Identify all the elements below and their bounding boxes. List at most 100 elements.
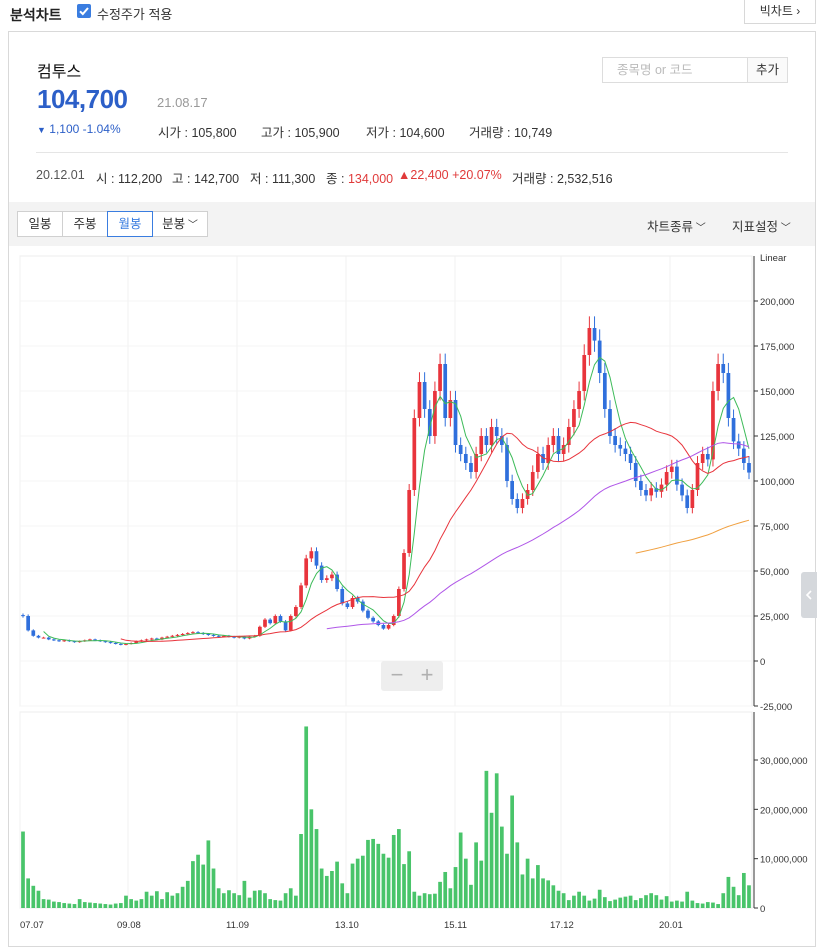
volume-tick-label: 30,000,000 (760, 756, 808, 767)
monthly-high: 고 : 142,700 (172, 172, 240, 186)
candle-body (62, 640, 67, 642)
side-panel-toggle[interactable] (801, 572, 817, 618)
volume-bar (108, 904, 113, 908)
volume-bar (366, 839, 370, 908)
moving-averages (43, 356, 750, 645)
volume-bar (278, 900, 283, 908)
volume-bar (649, 893, 654, 908)
zoom-out-button[interactable]: − (390, 662, 404, 687)
indicator-settings-menu[interactable]: 지표설정 ﹀ (732, 216, 791, 235)
candle-body (453, 400, 458, 445)
volume-bar (536, 865, 540, 908)
volume-bar (644, 895, 648, 908)
volume-bar (386, 857, 391, 908)
volume-bar (314, 829, 319, 908)
ma120-line (635, 519, 750, 554)
candle-body (551, 436, 556, 445)
candle-body (628, 454, 633, 463)
volume-bar (721, 893, 726, 908)
zoom-in-button[interactable]: + (420, 662, 434, 687)
candle-body (721, 364, 726, 373)
volume-bar (669, 901, 674, 908)
chart-type-menu[interactable]: 차트종류 ﹀ (647, 216, 706, 235)
candle-body (515, 499, 520, 508)
candle-body (237, 636, 242, 638)
candle-body (381, 625, 386, 629)
low-price: 저가 : 104,600 (366, 126, 445, 140)
price-tick-label: 0 (760, 657, 765, 668)
price-change-value: 1,100 -1.04% (49, 122, 121, 136)
candle-body (263, 619, 267, 627)
volume-bar (572, 895, 576, 908)
chevron-down-icon: ﹀ (185, 220, 198, 231)
divider (36, 152, 788, 153)
candle-body (731, 418, 736, 442)
x-tick-label: 11.09 (226, 920, 249, 931)
tab-weekly[interactable]: 주봉 (62, 211, 108, 237)
volume-bar (489, 812, 494, 908)
volume-bar (469, 884, 473, 908)
x-tick-label: 09.08 (117, 920, 141, 931)
volume-bar (690, 900, 695, 908)
candle-body (412, 418, 417, 490)
volume-bar (577, 891, 581, 908)
candle-body (31, 630, 36, 636)
tab-daily[interactable]: 일봉 (17, 211, 63, 237)
candle-body (494, 427, 499, 436)
tab-monthly[interactable]: 월봉 (107, 211, 153, 237)
add-stock-button[interactable]: 추가 (747, 57, 788, 83)
volume-bar (561, 893, 566, 908)
candle-body (546, 445, 551, 463)
volume-bar (654, 895, 659, 908)
candle-body (556, 436, 561, 454)
volume-bar (118, 903, 123, 908)
big-chart-label: 빅차트 (759, 4, 793, 18)
volume-bar (633, 900, 638, 908)
zoom-controls: − + (381, 661, 443, 691)
volume-bar (72, 904, 77, 908)
candle-body (736, 441, 741, 449)
candle-body (257, 626, 262, 636)
candle-body (144, 639, 149, 641)
volume-bar (319, 868, 324, 908)
up-triangle-icon: ▲ (398, 168, 411, 182)
volume-bar (381, 853, 386, 908)
volume-bar (232, 893, 236, 908)
volume-bar (46, 899, 51, 908)
candle-body (191, 632, 195, 634)
candle-body (747, 463, 751, 473)
candle-body (52, 639, 56, 641)
tab-minute[interactable]: 분봉 ﹀ (152, 211, 208, 237)
quote-date: 21.08.17 (157, 95, 208, 110)
candle-body (299, 585, 303, 607)
volume-bar (139, 899, 144, 908)
volume-bar (149, 895, 154, 908)
volume-bar (283, 893, 288, 908)
price-change: ▼ 1,100 -1.04% (37, 122, 121, 136)
volume-bar (324, 875, 329, 908)
volume-bar (31, 885, 36, 908)
volume-bar (438, 881, 442, 908)
volume-bar (41, 899, 46, 908)
candle-body (294, 607, 298, 616)
candle-body (57, 640, 61, 642)
price-tick-label: 50,000 (760, 567, 789, 578)
volume-bar (263, 893, 267, 908)
candle-body (680, 484, 684, 496)
volume-bar (170, 895, 175, 908)
volume-bar (685, 891, 690, 908)
scale-label: Linear (760, 253, 786, 264)
volume-bar (340, 883, 345, 908)
adjusted-price-checkbox[interactable] (77, 4, 91, 18)
check-icon (79, 7, 89, 16)
volume-bar (376, 843, 381, 908)
volume-bar (453, 867, 458, 908)
volume-bar (587, 900, 592, 908)
candle-body (407, 490, 412, 553)
candle-body (170, 635, 175, 637)
candle-body (345, 603, 350, 607)
big-chart-button[interactable]: 빅차트 › (744, 0, 816, 24)
candle-body (587, 328, 592, 355)
volume-bar (736, 895, 741, 908)
